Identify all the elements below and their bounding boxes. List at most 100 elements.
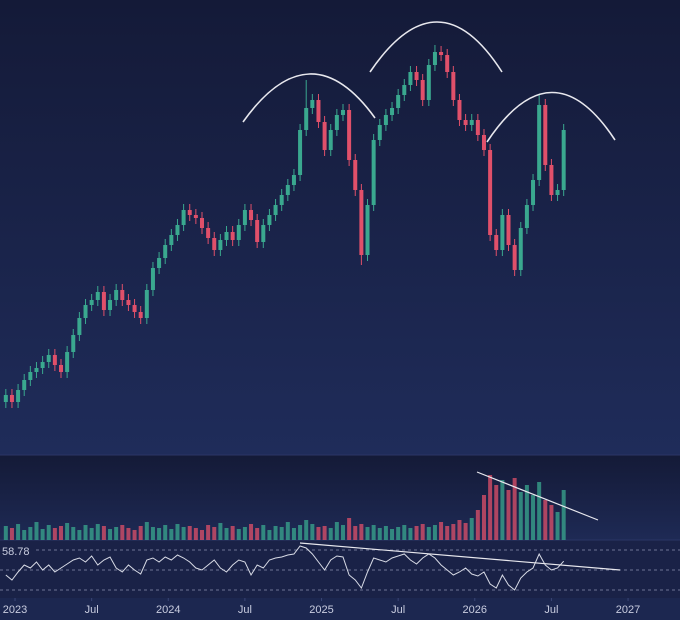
volume-bar: [9, 528, 14, 540]
candle-body: [555, 190, 560, 195]
volume-bar: [396, 527, 401, 540]
volume-bar: [95, 524, 100, 540]
volume-bar: [114, 527, 119, 540]
volume-bar: [518, 492, 523, 540]
candle-body: [169, 235, 174, 245]
candle-body: [426, 65, 431, 100]
volume-bar: [481, 495, 486, 540]
volume-bar: [242, 527, 247, 540]
candle-body: [359, 190, 364, 255]
volume-bar: [383, 526, 388, 540]
candle-body: [3, 395, 8, 402]
candle-body: [120, 290, 125, 300]
candle-body: [390, 108, 395, 115]
volume-bar: [353, 526, 358, 540]
volume-bar: [77, 530, 82, 540]
candle-body: [469, 120, 474, 125]
volume-bar: [469, 518, 474, 540]
candle-body: [114, 290, 119, 300]
candle-body: [46, 355, 51, 362]
candle-body: [242, 210, 247, 225]
x-tick-label: 2024: [156, 604, 180, 616]
volume-bar: [304, 520, 309, 540]
candle-body: [316, 100, 321, 122]
volume-bar: [181, 527, 186, 540]
candle-body: [58, 365, 63, 372]
volume-bar: [212, 527, 217, 540]
volume-bar: [279, 527, 284, 540]
volume-bar: [58, 526, 63, 540]
candle-body: [236, 225, 241, 240]
volume-bar: [390, 529, 395, 540]
candle-body: [279, 195, 284, 205]
volume-panel: [0, 455, 680, 540]
candle-body: [212, 238, 217, 250]
candle-body: [150, 268, 155, 290]
volume-bar: [187, 526, 192, 540]
volume-bar: [512, 478, 517, 540]
candle-body: [506, 215, 511, 245]
volume-bar: [40, 529, 45, 540]
candle-body: [408, 72, 413, 85]
volume-bar: [463, 523, 468, 540]
volume-bar: [157, 528, 162, 540]
volume-bar: [28, 527, 33, 540]
shoulder-arc: [486, 91, 616, 143]
volume-bar: [451, 524, 456, 540]
candle-body: [481, 135, 486, 150]
candle-body: [193, 215, 198, 218]
x-tick-label: 2027: [616, 604, 640, 616]
candle-body: [187, 210, 192, 215]
volume-bar: [255, 528, 260, 540]
volume-bar: [506, 490, 511, 540]
marks: 2023 Jul 2024 Jul 2025 Jul 2026 Jul 2027: [0, 45, 680, 616]
candle-body: [396, 95, 401, 108]
volume-bar: [65, 523, 70, 540]
candle-body: [261, 225, 266, 242]
volume-bar: [340, 525, 345, 540]
time-axis: [0, 598, 680, 620]
candle-body: [334, 115, 339, 130]
shoulder-arc: [242, 73, 376, 123]
volume-bar: [524, 485, 529, 540]
volume-bar: [334, 522, 339, 540]
candle-body: [77, 318, 82, 335]
volume-bar: [169, 529, 174, 540]
candle-body: [138, 312, 143, 318]
candle-body: [206, 228, 211, 238]
volume-bar: [408, 528, 413, 540]
volume-bar: [101, 526, 106, 540]
volume-bar: [543, 500, 548, 540]
candle-body: [249, 210, 254, 220]
volume-bar: [328, 528, 333, 540]
candle-body: [199, 218, 204, 228]
candle-body: [463, 120, 468, 125]
candle-body: [488, 150, 493, 235]
candle-body: [163, 245, 168, 258]
candle-body: [439, 52, 444, 55]
volume-bar: [16, 524, 21, 540]
candle-body: [445, 55, 450, 72]
candle-body: [512, 245, 517, 270]
candle-body: [347, 110, 352, 160]
volume-bar: [126, 528, 131, 540]
candle-body: [457, 100, 462, 120]
x-tick-label: 2025: [309, 604, 333, 616]
x-tick-label: Jul: [544, 604, 558, 616]
candle-body: [537, 105, 542, 180]
candle-body: [101, 292, 106, 310]
candle-body: [273, 205, 278, 215]
candle-body: [218, 240, 223, 250]
volume-bar: [273, 526, 278, 540]
volume-bar: [285, 522, 290, 540]
candle-body: [353, 160, 358, 190]
volume-bar: [132, 530, 137, 540]
candle-body: [34, 368, 39, 372]
candle-body: [451, 72, 456, 100]
volume-bar: [89, 528, 94, 540]
candle-body: [432, 52, 437, 65]
volume-bar: [206, 525, 211, 540]
rsi-line: [5, 545, 565, 591]
volume-bar: [249, 524, 254, 540]
